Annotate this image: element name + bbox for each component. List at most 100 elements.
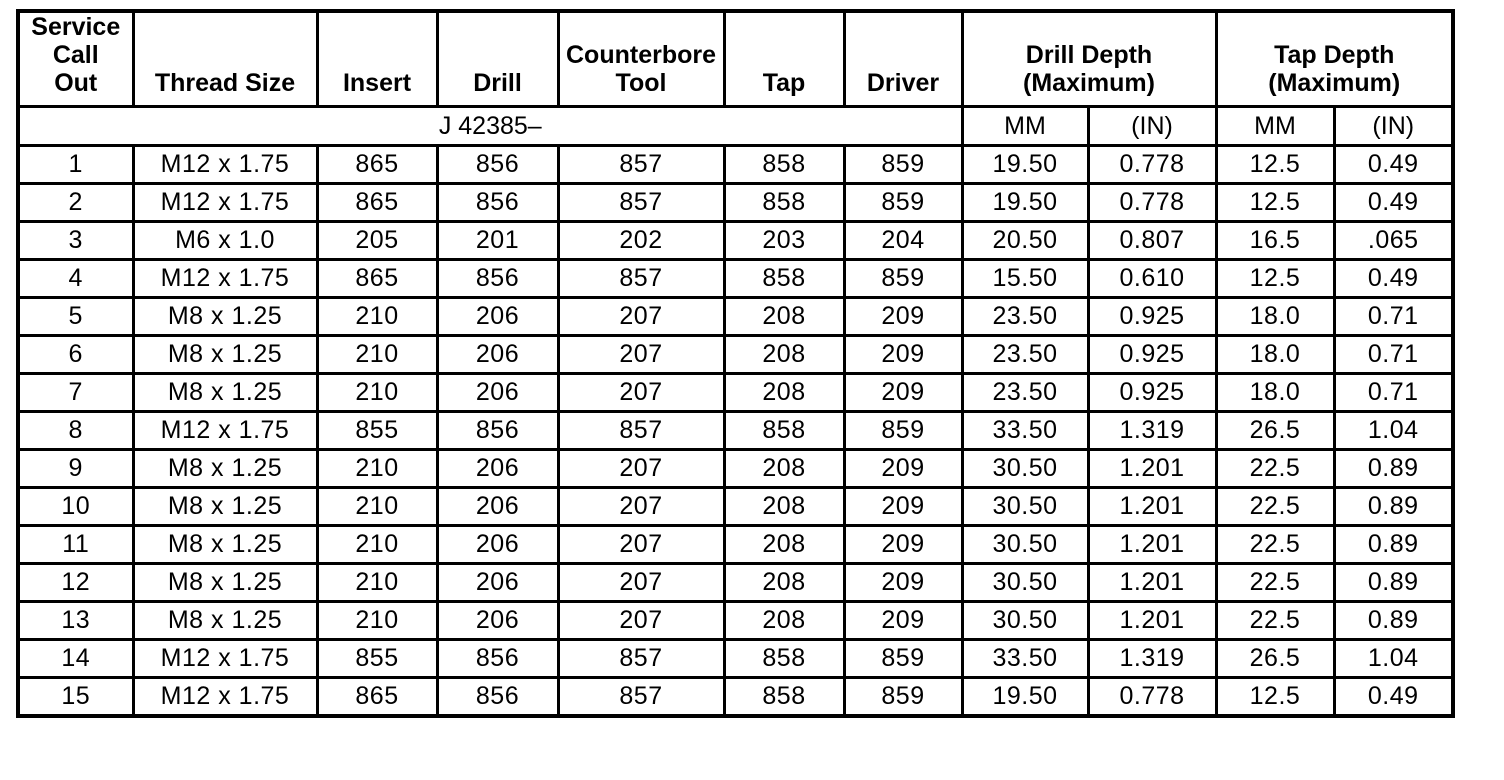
table-row: 15 M12 x 1.75 865 856 857 858 859 19.50 … bbox=[16, 676, 1455, 717]
cell-service-call-out: 5 bbox=[16, 296, 135, 337]
col-header-drill-depth-maximum: Drill Depth (Maximum) bbox=[960, 9, 1218, 108]
col-header-driver: Driver bbox=[842, 9, 964, 108]
cell-tap: 208 bbox=[722, 296, 846, 337]
cell-drill-depth-in: 0.925 bbox=[1086, 372, 1218, 413]
cell-drill-depth-mm: 30.50 bbox=[960, 486, 1090, 527]
cell-thread-size: M8 x 1.25 bbox=[131, 600, 319, 641]
cell-drill-depth-in: 0.807 bbox=[1086, 220, 1218, 261]
cell-drill-depth-in: 0.778 bbox=[1086, 144, 1218, 185]
cell-service-call-out: 11 bbox=[16, 524, 135, 565]
cell-counterbore-tool: 857 bbox=[556, 410, 726, 451]
subheader-row: J 42385– MM (IN) MM (IN) bbox=[16, 105, 1455, 147]
table-row: 13 M8 x 1.25 210 206 207 208 209 30.50 1… bbox=[16, 600, 1455, 641]
table-row: 6 M8 x 1.25 210 206 207 208 209 23.50 0.… bbox=[16, 334, 1455, 375]
cell-tap-depth-in: 0.89 bbox=[1332, 562, 1455, 603]
cell-drill: 856 bbox=[435, 676, 560, 717]
cell-driver: 209 bbox=[842, 486, 964, 527]
cell-service-call-out: 4 bbox=[16, 258, 135, 299]
cell-tap: 208 bbox=[722, 448, 846, 489]
cell-tap-depth-in: 0.49 bbox=[1332, 144, 1455, 185]
cell-tap-depth-mm: 22.5 bbox=[1214, 448, 1336, 489]
cell-insert: 865 bbox=[315, 144, 439, 185]
cell-counterbore-tool: 207 bbox=[556, 600, 726, 641]
cell-insert: 210 bbox=[315, 372, 439, 413]
cell-drill-depth-mm: 19.50 bbox=[960, 182, 1090, 223]
cell-drill-depth-in: 1.201 bbox=[1086, 600, 1218, 641]
cell-driver: 859 bbox=[842, 144, 964, 185]
cell-drill-depth-in: 0.778 bbox=[1086, 676, 1218, 717]
cell-driver: 209 bbox=[842, 372, 964, 413]
cell-thread-size: M12 x 1.75 bbox=[131, 258, 319, 299]
col-header-tap: Tap bbox=[722, 9, 846, 108]
cell-service-call-out: 7 bbox=[16, 372, 135, 413]
col-header-drill: Drill bbox=[435, 9, 560, 108]
cell-drill-depth-in: 0.610 bbox=[1086, 258, 1218, 299]
cell-drill-depth-in: 1.319 bbox=[1086, 638, 1218, 679]
col-header-thread-size: Thread Size bbox=[131, 9, 319, 108]
cell-tap-depth-in: 0.89 bbox=[1332, 524, 1455, 565]
col-header-counterbore-tool: Counterbore Tool bbox=[556, 9, 726, 108]
cell-service-call-out: 12 bbox=[16, 562, 135, 603]
cell-tap: 858 bbox=[722, 410, 846, 451]
cell-drill: 206 bbox=[435, 372, 560, 413]
table-row: 14 M12 x 1.75 855 856 857 858 859 33.50 … bbox=[16, 638, 1455, 679]
unit-header-drill-depth-in: (IN) bbox=[1086, 105, 1218, 147]
cell-driver: 204 bbox=[842, 220, 964, 261]
cell-tap-depth-mm: 22.5 bbox=[1214, 562, 1336, 603]
cell-tap-depth-in: 0.71 bbox=[1332, 296, 1455, 337]
cell-insert: 210 bbox=[315, 486, 439, 527]
cell-driver: 859 bbox=[842, 182, 964, 223]
cell-driver: 859 bbox=[842, 410, 964, 451]
cell-thread-size: M12 x 1.75 bbox=[131, 676, 319, 717]
cell-counterbore-tool: 857 bbox=[556, 144, 726, 185]
header-row: Service Call Out Thread Size Insert Dril… bbox=[16, 9, 1455, 108]
cell-driver: 209 bbox=[842, 562, 964, 603]
cell-counterbore-tool: 207 bbox=[556, 372, 726, 413]
cell-insert: 865 bbox=[315, 258, 439, 299]
cell-drill-depth-mm: 33.50 bbox=[960, 410, 1090, 451]
cell-tap: 208 bbox=[722, 562, 846, 603]
cell-drill: 856 bbox=[435, 182, 560, 223]
cell-thread-size: M8 x 1.25 bbox=[131, 524, 319, 565]
cell-drill-depth-in: 1.201 bbox=[1086, 524, 1218, 565]
cell-drill: 206 bbox=[435, 562, 560, 603]
cell-tap-depth-in: 0.49 bbox=[1332, 676, 1455, 717]
cell-drill-depth-mm: 33.50 bbox=[960, 638, 1090, 679]
cell-drill-depth-mm: 19.50 bbox=[960, 676, 1090, 717]
cell-drill-depth-mm: 23.50 bbox=[960, 372, 1090, 413]
cell-tap: 203 bbox=[722, 220, 846, 261]
cell-service-call-out: 3 bbox=[16, 220, 135, 261]
cell-counterbore-tool: 207 bbox=[556, 524, 726, 565]
cell-drill: 206 bbox=[435, 486, 560, 527]
cell-drill: 856 bbox=[435, 410, 560, 451]
cell-tap-depth-mm: 26.5 bbox=[1214, 638, 1336, 679]
cell-service-call-out: 10 bbox=[16, 486, 135, 527]
table-row: 2 M12 x 1.75 865 856 857 858 859 19.50 0… bbox=[16, 182, 1455, 223]
cell-tap-depth-mm: 12.5 bbox=[1214, 676, 1336, 717]
cell-counterbore-tool: 202 bbox=[556, 220, 726, 261]
cell-drill: 856 bbox=[435, 258, 560, 299]
cell-drill: 206 bbox=[435, 334, 560, 375]
cell-service-call-out: 14 bbox=[16, 638, 135, 679]
cell-thread-size: M8 x 1.25 bbox=[131, 296, 319, 337]
cell-drill-depth-mm: 23.50 bbox=[960, 334, 1090, 375]
cell-tap-depth-in: 1.04 bbox=[1332, 638, 1455, 679]
cell-drill-depth-in: 0.925 bbox=[1086, 334, 1218, 375]
unit-header-tap-depth-mm: MM bbox=[1214, 105, 1336, 147]
cell-driver: 859 bbox=[842, 258, 964, 299]
cell-service-call-out: 1 bbox=[16, 144, 135, 185]
cell-tap-depth-mm: 22.5 bbox=[1214, 600, 1336, 641]
cell-driver: 209 bbox=[842, 296, 964, 337]
cell-tap-depth-mm: 18.0 bbox=[1214, 372, 1336, 413]
table-row: 11 M8 x 1.25 210 206 207 208 209 30.50 1… bbox=[16, 524, 1455, 565]
cell-counterbore-tool: 207 bbox=[556, 334, 726, 375]
cell-thread-size: M12 x 1.75 bbox=[131, 144, 319, 185]
cell-insert: 210 bbox=[315, 448, 439, 489]
cell-tap: 858 bbox=[722, 144, 846, 185]
cell-driver: 859 bbox=[842, 676, 964, 717]
cell-thread-size: M8 x 1.25 bbox=[131, 486, 319, 527]
cell-tap: 208 bbox=[722, 372, 846, 413]
cell-drill-depth-mm: 30.50 bbox=[960, 562, 1090, 603]
cell-thread-size: M8 x 1.25 bbox=[131, 448, 319, 489]
cell-thread-size: M6 x 1.0 bbox=[131, 220, 319, 261]
